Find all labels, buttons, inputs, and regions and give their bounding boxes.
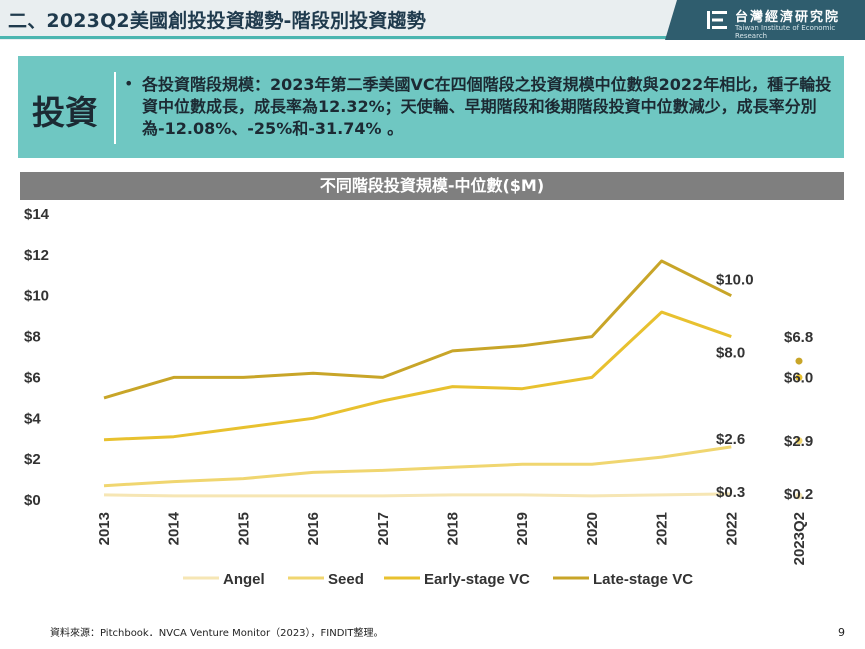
- summary-separator: [114, 72, 116, 144]
- chart-title: 不同階段投資規模-中位數($M): [20, 172, 844, 200]
- x-tick-label: 2021: [654, 512, 671, 545]
- y-tick-label: $2: [24, 451, 41, 468]
- y-tick-label: $12: [24, 247, 49, 264]
- y-tick-label: $6: [24, 369, 41, 386]
- logo-name: 台灣經濟研究院: [735, 10, 841, 25]
- x-tick-label: 2015: [235, 512, 252, 545]
- summary-text: 各投資階段規模：2023年第二季美國VC在四個階段之投資規模中位數與2022年相…: [142, 75, 832, 138]
- data-label-2023q2: $2.9: [784, 433, 813, 450]
- series-line-angel: [103, 492, 732, 498]
- data-label-2022: $10.0: [716, 272, 754, 289]
- page-title: 二、2023Q2美國創投投資趨勢-階段別投資趨勢: [8, 10, 426, 32]
- logo-subtitle: Taiwan Institute of Economic Research: [735, 24, 836, 40]
- data-label-2022: $2.6: [716, 431, 745, 448]
- x-tick-label: 2016: [305, 512, 322, 545]
- y-tick-label: $0: [24, 492, 41, 509]
- header-divider: [0, 36, 695, 39]
- series-line-late-stage-vc: [103, 259, 732, 400]
- data-label-2023q2: $6.0: [784, 369, 813, 386]
- q2-point: [795, 492, 803, 500]
- y-tick-label: $8: [24, 329, 41, 346]
- summary-bullet: •: [124, 74, 134, 93]
- q2-point: [795, 373, 803, 381]
- q2-point: [795, 357, 803, 365]
- data-label-2022: $0.3: [716, 484, 745, 501]
- data-label-2023q2: $6.8: [784, 329, 813, 346]
- page-number: 9: [838, 626, 845, 639]
- legend-label: Late-stage VC: [593, 571, 693, 588]
- logo: 台灣經濟研究院 Taiwan Institute of Economic Res…: [665, 0, 865, 40]
- legend-label: Seed: [328, 571, 364, 588]
- x-tick-label: 2013: [96, 512, 113, 545]
- x-tick-label: 2014: [166, 511, 183, 545]
- summary-label: 投資: [32, 93, 98, 132]
- y-tick-label: $10: [24, 288, 49, 305]
- x-tick-label: 2018: [445, 512, 462, 545]
- x-tick-label: 2017: [375, 512, 392, 545]
- x-tick-label: 2022: [723, 512, 740, 545]
- summary-box: 投資 • 各投資階段規模：2023年第二季美國VC在四個階段之投資規模中位數與2…: [18, 56, 844, 158]
- q2-point: [795, 437, 803, 445]
- series-line-seed: [103, 445, 732, 488]
- y-tick-label: $14: [24, 206, 50, 223]
- legend-label: Angel: [223, 571, 265, 588]
- tier-logo-icon: [707, 11, 727, 29]
- line-chart: $0 $2 $4 $6 $8 $10 $12 $14 2013 2014 2015 2016 2017 2…: [24, 206, 813, 588]
- data-label-2023q2: $0.2: [784, 486, 813, 503]
- x-tick-label-2023q2: 2023Q2: [791, 512, 808, 565]
- data-label-2022: $8.0: [716, 345, 745, 362]
- x-tick-label: 2020: [584, 512, 601, 545]
- x-tick-label: 2019: [514, 512, 531, 545]
- legend-label: Early-stage VC: [424, 571, 530, 588]
- source-note: 資料來源：Pitchbook．NVCA Venture Monitor（2023…: [50, 628, 384, 639]
- y-tick-label: $4: [24, 410, 41, 427]
- series-line-early-stage-vc: [103, 310, 732, 442]
